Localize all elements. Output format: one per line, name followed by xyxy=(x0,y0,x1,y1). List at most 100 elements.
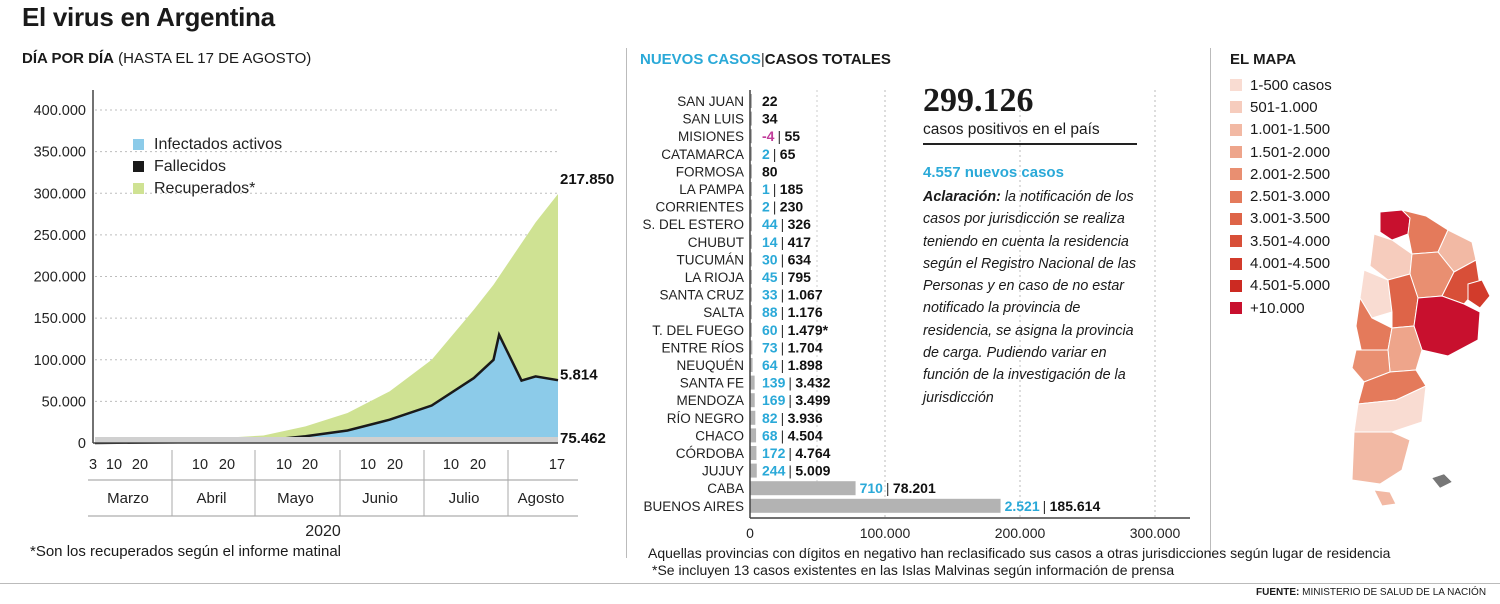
total-cases-label: 4.764 xyxy=(795,445,830,461)
total-bar xyxy=(750,129,752,144)
x-tick-label: 10 xyxy=(360,457,376,473)
new-cases-label: 88 xyxy=(762,304,778,320)
year-label: 2020 xyxy=(305,523,341,540)
new-cases-label: 68 xyxy=(762,427,778,443)
legend-color-swatch xyxy=(1230,279,1242,292)
total-cases-label: 634 xyxy=(788,251,812,267)
label-separator: | xyxy=(1043,498,1047,514)
label-separator: | xyxy=(886,480,890,496)
total-cases-number: 299.126 xyxy=(923,82,1034,119)
clarification-note: Aclaración: la notificación de los casos… xyxy=(923,186,1148,409)
province-label: ENTRE RÍOS xyxy=(661,340,744,355)
label-separator: | xyxy=(781,251,785,267)
province-label: SALTA xyxy=(703,305,744,320)
province-label: LA RIOJA xyxy=(685,270,744,285)
total-bar xyxy=(750,182,752,196)
note-text: la notificación de los casos por jurisdi… xyxy=(923,189,1136,406)
map-section-title: EL MAPA xyxy=(1230,51,1297,68)
middle-section-title: NUEVOS CASOS|CASOS TOTALES xyxy=(640,51,891,68)
total-cases-label: 3.936 xyxy=(788,410,823,426)
x-tick-label: 20 xyxy=(302,457,318,473)
total-cases-label: 230 xyxy=(780,199,804,215)
new-cases-label: 60 xyxy=(762,322,778,338)
month-label: Julio xyxy=(449,490,480,507)
new-cases-label: -4 xyxy=(762,128,775,144)
total-cases-label: 3.499 xyxy=(795,392,830,408)
map-legend-item: 4.001-4.500 xyxy=(1230,252,1332,274)
total-bar xyxy=(750,498,1001,513)
end-value-label: 5.814 xyxy=(560,366,598,383)
legend-swatch xyxy=(133,183,144,194)
legend-color-swatch xyxy=(1230,235,1242,248)
total-cases-label: 1.898 xyxy=(788,357,823,373)
title-new-cases: NUEVOS CASOS xyxy=(640,51,761,68)
divider-right xyxy=(1210,48,1211,558)
month-label: Abril xyxy=(196,490,226,507)
map-legend-item: 3.501-4.000 xyxy=(1230,230,1332,252)
y-tick-label: 350.000 xyxy=(34,145,86,161)
map-region-santa-cruz xyxy=(1351,431,1411,485)
month-label: Mayo xyxy=(277,490,314,507)
label-separator: | xyxy=(781,287,785,303)
label-separator: | xyxy=(781,322,785,338)
legend-color-swatch xyxy=(1230,212,1242,225)
total-cases-label: 3.432 xyxy=(795,375,830,391)
label-separator: | xyxy=(773,146,777,162)
label-separator: | xyxy=(781,410,785,426)
total-cases-label: 326 xyxy=(788,216,812,232)
legend-range-label: 2.501-3.000 xyxy=(1250,188,1331,206)
label-separator: | xyxy=(773,199,777,215)
total-bar xyxy=(750,446,757,460)
left-section-title: DÍA POR DÍA (HASTA EL 17 DE AGOSTO) xyxy=(22,50,311,67)
label-separator: | xyxy=(788,392,792,408)
end-value-label: 217.850 xyxy=(560,171,614,188)
total-bar xyxy=(750,481,856,496)
line-chart: 0 50.000 100.000 150.000 200.000 250.000 300.0… xyxy=(34,90,614,540)
total-bar xyxy=(750,111,752,126)
title-total-cases: CASOS TOTALES xyxy=(764,51,891,68)
y-tick-label: 250.000 xyxy=(34,228,86,244)
total-bar xyxy=(750,217,752,232)
province-label: CHUBUT xyxy=(688,235,744,250)
new-cases-label: 64 xyxy=(762,357,778,373)
legend-label: Infectados activos xyxy=(154,136,282,153)
label-separator: | xyxy=(788,463,792,479)
province-label: T. DEL FUEGO xyxy=(652,323,744,338)
source-text: MINISTERIO DE SALUD DE LA NACIÓN xyxy=(1299,587,1487,598)
map-region-islands-east xyxy=(1467,279,1490,309)
middle-footnote-1: Aquellas provincias con dígitos en negat… xyxy=(648,545,1391,561)
total-bar xyxy=(750,463,757,478)
total-cases-label: 4.504 xyxy=(788,427,823,443)
legend-range-label: 3.001-3.500 xyxy=(1250,210,1331,228)
divider-left xyxy=(626,48,627,558)
y-tick-label: 100.000 xyxy=(34,353,86,369)
legend-color-swatch xyxy=(1230,302,1242,315)
legend-range-label: 1.001-1.500 xyxy=(1250,121,1331,139)
new-cases-label: 172 xyxy=(762,445,786,461)
x-tick-label: 17 xyxy=(549,457,565,473)
province-label: CÓRDOBA xyxy=(676,446,744,461)
new-cases-label: 44 xyxy=(762,216,778,232)
total-cases-label: 80 xyxy=(762,163,778,179)
legend-swatch xyxy=(133,161,144,172)
left-title-light: (HASTA EL 17 DE AGOSTO) xyxy=(113,50,312,67)
new-cases-label: 30 xyxy=(762,251,778,267)
new-cases-label: 710 xyxy=(860,480,884,496)
map-legend-item: 1.501-2.000 xyxy=(1230,141,1332,163)
province-label: LA PAMPA xyxy=(679,182,744,197)
x-tick-label: 10 xyxy=(276,457,292,473)
new-cases-label: 169 xyxy=(762,392,786,408)
province-label: FORMOSA xyxy=(676,164,744,179)
baseline-band xyxy=(95,437,558,443)
map-region-north-west-2 xyxy=(1369,233,1413,281)
legend-range-label: 501-1.000 xyxy=(1250,98,1318,116)
legend-label: Recuperados* xyxy=(154,180,255,197)
middle-footnote-2: *Se incluyen 13 casos existentes en las … xyxy=(652,562,1175,578)
left-title-bold: DÍA POR DÍA xyxy=(22,50,114,67)
province-label: MISIONES xyxy=(678,129,744,144)
label-separator: | xyxy=(781,216,785,232)
end-value-label: 75.462 xyxy=(560,430,606,447)
total-cases-label: 185 xyxy=(780,181,804,197)
total-cases-rule xyxy=(923,143,1137,145)
